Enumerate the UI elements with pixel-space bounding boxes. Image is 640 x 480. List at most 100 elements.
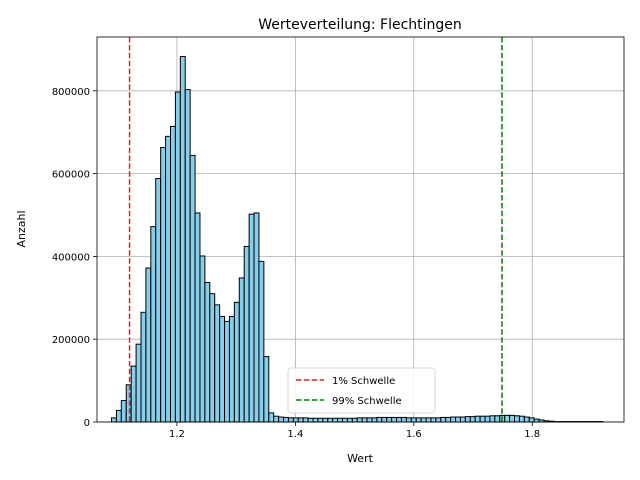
chart-title: Werteverteilung: Flechtingen (258, 17, 462, 33)
histogram-bar (297, 417, 304, 423)
histogram-bar (165, 135, 171, 423)
histogram-bar (287, 417, 294, 423)
histogram-bar (130, 365, 137, 423)
histogram-bar (120, 399, 127, 423)
histogram-bar (391, 416, 398, 423)
histogram-bar (194, 212, 201, 423)
histogram-bar (430, 417, 437, 423)
histogram-bar (435, 417, 442, 423)
histogram-bar (224, 320, 230, 423)
legend-label: 1% Schwelle (332, 376, 395, 387)
histogram-bar (356, 417, 363, 423)
histogram-bar (263, 356, 270, 423)
histogram-bar (248, 213, 255, 423)
histogram-bar (346, 417, 353, 423)
histogram-bar (425, 417, 432, 423)
histogram-bar (140, 311, 147, 423)
histogram-bar (415, 417, 422, 423)
histogram-bar (410, 417, 417, 423)
y-tick-label: 400000 (52, 252, 90, 263)
histogram-bar (332, 417, 339, 423)
histogram-bar (509, 414, 516, 423)
histogram-bar (278, 416, 285, 423)
histogram-bar (523, 416, 530, 423)
histogram-bar (115, 409, 122, 423)
plot-frame (96, 36, 625, 423)
histogram-bar (312, 417, 319, 423)
histogram-bar (199, 255, 206, 423)
histogram-bar (381, 416, 388, 423)
x-tick-label: 1.4 (287, 429, 303, 440)
histogram-bar (528, 417, 535, 423)
reference-lines (128, 37, 503, 422)
histogram-bar (111, 417, 117, 423)
histogram-bar (322, 417, 329, 423)
histogram-bar (445, 416, 452, 423)
histogram-bar (489, 415, 496, 423)
y-axis-title: Anzahl (15, 210, 28, 247)
x-tick-label: 1.6 (406, 429, 422, 440)
histogram-bar (420, 417, 427, 423)
histogram-bar (307, 417, 314, 423)
histogram-bar (366, 417, 373, 423)
histogram-bar (376, 416, 383, 423)
histogram-bar (155, 178, 162, 423)
histogram-bar (253, 212, 260, 423)
histogram-bar (351, 417, 358, 423)
legend: 1% Schwelle 99% Schwelle (287, 367, 436, 414)
histogram-bar (228, 315, 235, 423)
y-tick-label: 200000 (52, 335, 90, 346)
histogram-bar (209, 293, 216, 423)
x-axis-title: Wert (347, 452, 374, 465)
histogram-bar (484, 415, 491, 423)
histogram-bar (450, 416, 457, 423)
histogram-bar (518, 415, 525, 423)
histogram-bar (386, 416, 393, 423)
histogram-bar (258, 260, 265, 423)
histogram-bar (238, 277, 245, 423)
legend-label: 99% Schwelle (332, 396, 402, 407)
histogram-bar (514, 415, 520, 423)
histogram-bar (337, 417, 343, 423)
histogram-bar (464, 416, 471, 423)
x-tick-label: 1.8 (524, 429, 540, 440)
histogram-bar (533, 418, 540, 423)
histogram-bar (459, 416, 466, 423)
histogram-bar (214, 304, 221, 423)
histogram-bar (204, 281, 211, 423)
histogram-bar (219, 315, 226, 423)
histogram-bar (150, 226, 157, 423)
histogram-bar (273, 415, 280, 423)
histogram-bar (174, 91, 181, 423)
histogram-bar (396, 416, 402, 423)
histogram-bar (455, 416, 461, 423)
histogram-bar (160, 147, 167, 423)
histogram-bar (243, 245, 250, 423)
histogram-bar (317, 417, 324, 423)
y-axis-ticks: 0 200000 400000 600000 800000 (52, 87, 97, 429)
histogram-bar (405, 417, 412, 423)
histogram-bar (135, 343, 142, 423)
y-tick-label: 800000 (52, 87, 90, 98)
histogram-bar (189, 154, 196, 423)
histogram-bar (268, 412, 275, 423)
histogram-bar (125, 384, 132, 423)
histogram-bar (371, 417, 378, 423)
histogram-bar (179, 55, 186, 423)
histogram-bar (440, 416, 447, 423)
histogram-bar (494, 415, 501, 423)
x-axis-ticks: 1.2 1.4 1.6 1.8 (169, 422, 540, 440)
histogram-bar (474, 415, 481, 423)
y-tick-label: 0 (84, 418, 90, 429)
x-tick-label: 1.2 (169, 429, 185, 440)
histogram-bar (361, 417, 368, 423)
histogram-bar (400, 416, 407, 423)
histogram-bar (184, 89, 191, 423)
histogram-bar (479, 415, 486, 423)
histogram-bar (341, 417, 348, 423)
histogram-bar (504, 414, 511, 423)
histogram-bar (169, 125, 176, 423)
histogram-bar (469, 416, 476, 423)
legend-box (287, 367, 436, 414)
